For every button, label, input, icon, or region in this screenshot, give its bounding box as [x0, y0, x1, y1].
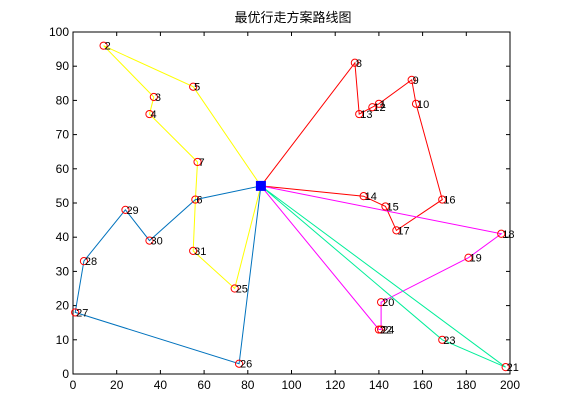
point-marker-8 [350, 58, 359, 67]
route-line-4 [260, 185, 506, 368]
point-marker-5 [189, 82, 198, 91]
point-label-12: 12 [373, 102, 385, 114]
point-label-8: 8 [356, 58, 362, 70]
point-label-3: 3 [155, 92, 161, 104]
point-marker-3 [149, 92, 158, 102]
point-label-6: 6 [196, 195, 202, 207]
point-label-13: 13 [360, 109, 372, 121]
chart-title: 最优行走方案路线图 [234, 10, 351, 26]
markers-layer [71, 41, 510, 372]
x-tick-label: 180 [456, 378, 476, 392]
point-marker-15 [381, 202, 390, 211]
point-marker-22 [374, 325, 383, 334]
point-label-9: 9 [413, 75, 419, 87]
y-tick-label: 30 [56, 264, 70, 278]
point-marker-10 [411, 99, 421, 108]
point-label-23: 23 [443, 335, 455, 347]
y-tick-label: 90 [56, 59, 70, 73]
point-label-27: 27 [76, 307, 88, 319]
x-tick-label: 160 [413, 378, 433, 392]
point-label-15: 15 [386, 201, 398, 213]
point-label-18: 18 [502, 229, 514, 241]
y-tick-label: 70 [56, 128, 70, 142]
y-tick-label: 50 [56, 196, 70, 210]
point-marker-9 [407, 75, 416, 84]
point-marker-18 [497, 229, 506, 238]
y-tick-label: 80 [56, 93, 70, 107]
point-marker-28 [79, 257, 89, 266]
x-tick-label: 100 [281, 378, 301, 392]
point-marker-6 [191, 195, 200, 204]
x-tick-label: 120 [325, 378, 345, 392]
point-marker-16 [438, 195, 447, 204]
point-label-10: 10 [417, 99, 429, 111]
point-label-21: 21 [507, 362, 519, 374]
point-label-4: 4 [150, 109, 156, 121]
point-marker-21 [501, 363, 510, 372]
point-marker-20 [376, 298, 386, 307]
point-label-20: 20 [382, 297, 394, 309]
x-tick-label: 200 [500, 378, 520, 392]
point-marker-27 [71, 308, 80, 317]
y-tick-label: 0 [62, 367, 69, 381]
point-marker-14 [359, 192, 368, 201]
y-tick-label: 20 [56, 299, 70, 313]
point-label-14: 14 [365, 191, 377, 203]
point-label-29: 29 [126, 205, 138, 217]
y-tick-label: 10 [56, 333, 70, 347]
point-label-1: 1 [380, 99, 386, 111]
routes-layer [74, 45, 506, 368]
point-marker-1 [374, 99, 383, 108]
point-marker-30 [145, 236, 154, 245]
point-marker-2 [99, 41, 108, 50]
point-label-31: 31 [194, 246, 206, 258]
x-tick-label: 20 [110, 378, 124, 392]
route-line-5 [74, 185, 262, 365]
y-tick-label: 100 [49, 25, 69, 39]
point-label-17: 17 [397, 225, 409, 237]
point-label-7: 7 [199, 157, 205, 169]
x-tick-label: 40 [154, 378, 168, 392]
point-marker-17 [392, 226, 401, 235]
y-tick-label: 40 [56, 230, 70, 244]
point-marker-7 [193, 157, 202, 167]
x-tick-label: 80 [241, 378, 255, 392]
axis-ticks: 0 20 40 60 80 100 120 140 160 180 2000102030405060… [49, 25, 520, 392]
point-marker-24 [376, 325, 386, 334]
point-marker-13 [355, 109, 364, 119]
point-marker-31 [189, 246, 198, 255]
depot-marker [255, 180, 266, 191]
point-label-24: 24 [382, 325, 394, 337]
point-marker-12 [368, 103, 377, 112]
point-marker-25 [230, 284, 239, 293]
point-label-30: 30 [150, 236, 162, 248]
point-label-26: 26 [240, 359, 252, 371]
point-label-5: 5 [194, 82, 200, 94]
point-marker-29 [121, 205, 130, 214]
point-label-2: 2 [105, 41, 111, 53]
point-marker-23 [438, 335, 447, 344]
x-tick-label: 60 [197, 378, 211, 392]
point-marker-26 [234, 359, 244, 368]
x-tick-label: 140 [369, 378, 389, 392]
point-label-28: 28 [85, 256, 97, 268]
point-label-19: 19 [469, 253, 481, 265]
point-marker-4 [145, 109, 154, 119]
point-label-25: 25 [236, 284, 248, 296]
route-line-1 [103, 45, 262, 290]
x-tick-label: 0 [70, 378, 77, 392]
point-label-16: 16 [443, 195, 455, 207]
point-label-22: 22 [380, 325, 392, 337]
route-line-3 [260, 185, 503, 330]
y-tick-label: 60 [56, 162, 70, 176]
point-marker-19 [464, 253, 473, 262]
